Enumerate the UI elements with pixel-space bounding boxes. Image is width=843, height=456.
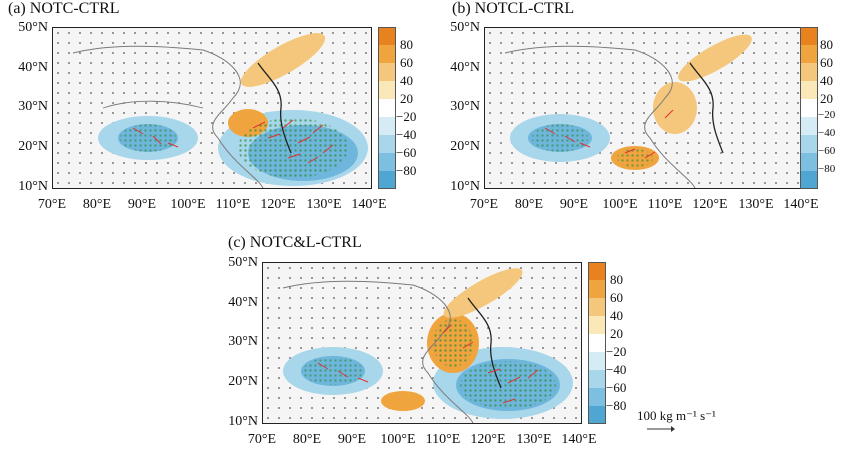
- colorbar-label: −60: [818, 145, 836, 157]
- lon-label: 70°E: [37, 197, 67, 212]
- lat-label: 40°N: [18, 60, 48, 75]
- significance-stipple: [238, 118, 348, 178]
- colorbar-label: −20: [396, 109, 417, 124]
- significance-stipple: [617, 149, 653, 167]
- panel-a-title: (a) NOTC-CTRL: [8, 0, 120, 17]
- colorbar-label: −20: [818, 109, 836, 121]
- lat-label: 20°N: [228, 374, 258, 389]
- colorbar-label: 40: [610, 308, 623, 323]
- lon-label: 80°E: [514, 197, 544, 212]
- positive-anomaly: [653, 82, 697, 134]
- lat-label: 20°N: [450, 139, 480, 154]
- colorbar-label: 40: [820, 73, 833, 88]
- lon-label: 120°E: [692, 197, 728, 212]
- colorbar-label: 80: [400, 37, 413, 52]
- lon-label: 130°E: [516, 432, 552, 447]
- lat-label: 10°N: [228, 414, 258, 429]
- significance-stipple: [433, 319, 473, 367]
- colorbar-label: −80: [396, 163, 417, 178]
- lon-label: 120°E: [470, 432, 506, 447]
- map-figure-b: [485, 28, 803, 189]
- lon-label: 70°E: [469, 197, 499, 212]
- reference-vector-arrow: [647, 426, 675, 432]
- colorbar-label: 40: [400, 73, 413, 88]
- lat-label: 30°N: [450, 99, 480, 114]
- coastline: [689, 62, 724, 154]
- significance-stipple: [303, 357, 363, 385]
- lat-label: 10°N: [18, 179, 48, 194]
- panel-c-title: (c) NOTC&L-CTRL: [228, 234, 362, 251]
- colorbar-label: −80: [818, 163, 836, 175]
- lon-label: 140°E: [783, 197, 819, 212]
- boundary-line: [504, 45, 696, 189]
- colorbar-label: −20: [606, 344, 627, 359]
- lon-label: 70°E: [247, 432, 277, 447]
- lat-label: 30°N: [18, 99, 48, 114]
- wind-vectors: [317, 324, 539, 404]
- lat-label: 40°N: [450, 60, 480, 75]
- map-panel-c: [262, 262, 582, 424]
- colorbar-label: 60: [610, 290, 623, 305]
- lat-label: 30°N: [228, 334, 258, 349]
- colorbar-label: −40: [606, 362, 627, 377]
- colorbar-label: −40: [818, 127, 836, 139]
- positive-anomaly: [381, 391, 425, 411]
- lon-label: 80°E: [82, 197, 112, 212]
- lon-label: 90°E: [559, 197, 589, 212]
- significance-stipple: [120, 124, 176, 152]
- colorbar-label: −80: [606, 398, 627, 413]
- lon-label: 90°E: [127, 197, 157, 212]
- lon-label: 140°E: [351, 197, 387, 212]
- lon-label: 90°E: [337, 432, 367, 447]
- lat-label: 50°N: [18, 20, 48, 35]
- wind-vectors: [132, 119, 334, 164]
- boundary-line: [282, 280, 474, 424]
- colorbar-label: 60: [820, 55, 833, 70]
- positive-anomaly: [443, 268, 523, 318]
- lon-label: 100°E: [602, 197, 638, 212]
- colorbar-label: 20: [610, 326, 623, 341]
- lon-label: 100°E: [380, 432, 416, 447]
- lat-label: 10°N: [450, 179, 480, 194]
- lon-label: 110°E: [215, 197, 251, 212]
- colorbar-c: [588, 262, 606, 424]
- lon-label: 130°E: [306, 197, 342, 212]
- coastline: [467, 297, 502, 389]
- lon-label: 110°E: [647, 197, 683, 212]
- map-panel-b: [484, 27, 804, 189]
- panel-b-title: (b) NOTCL-CTRL: [452, 0, 575, 17]
- colorbar-label: −60: [396, 145, 417, 160]
- lat-label: 40°N: [228, 295, 258, 310]
- colorbar-label: 80: [610, 272, 623, 287]
- lon-label: 100°E: [170, 197, 206, 212]
- colorbar-b: [800, 27, 818, 189]
- significance-stipple: [460, 361, 556, 409]
- map-figure-a: [53, 28, 371, 189]
- positive-anomaly: [240, 33, 326, 87]
- significance-stipple: [532, 124, 588, 152]
- colorbar-label: 20: [400, 91, 413, 106]
- lat-label: 20°N: [18, 139, 48, 154]
- lon-label: 110°E: [425, 432, 461, 447]
- colorbar-label: 80: [820, 37, 833, 52]
- lon-label: 120°E: [260, 197, 296, 212]
- positive-anomaly: [678, 34, 752, 82]
- lon-label: 80°E: [292, 432, 322, 447]
- colorbar-label: 60: [400, 55, 413, 70]
- map-panel-a: [52, 27, 372, 189]
- colorbar-label: 20: [820, 91, 833, 106]
- colorbar-a: [378, 27, 396, 189]
- lon-label: 130°E: [738, 197, 774, 212]
- colorbar-label: −40: [396, 127, 417, 142]
- lat-label: 50°N: [450, 20, 480, 35]
- boundary-line: [102, 100, 204, 109]
- colorbar-label: −60: [606, 380, 627, 395]
- lon-label: 140°E: [561, 432, 597, 447]
- boundary-line: [72, 45, 264, 189]
- lat-label: 50°N: [228, 255, 258, 270]
- reference-vector-label: 100 kg m⁻¹ s⁻¹: [637, 408, 716, 423]
- wind-vectors: [544, 109, 674, 159]
- map-figure-c: [263, 263, 581, 424]
- coastline: [257, 62, 292, 154]
